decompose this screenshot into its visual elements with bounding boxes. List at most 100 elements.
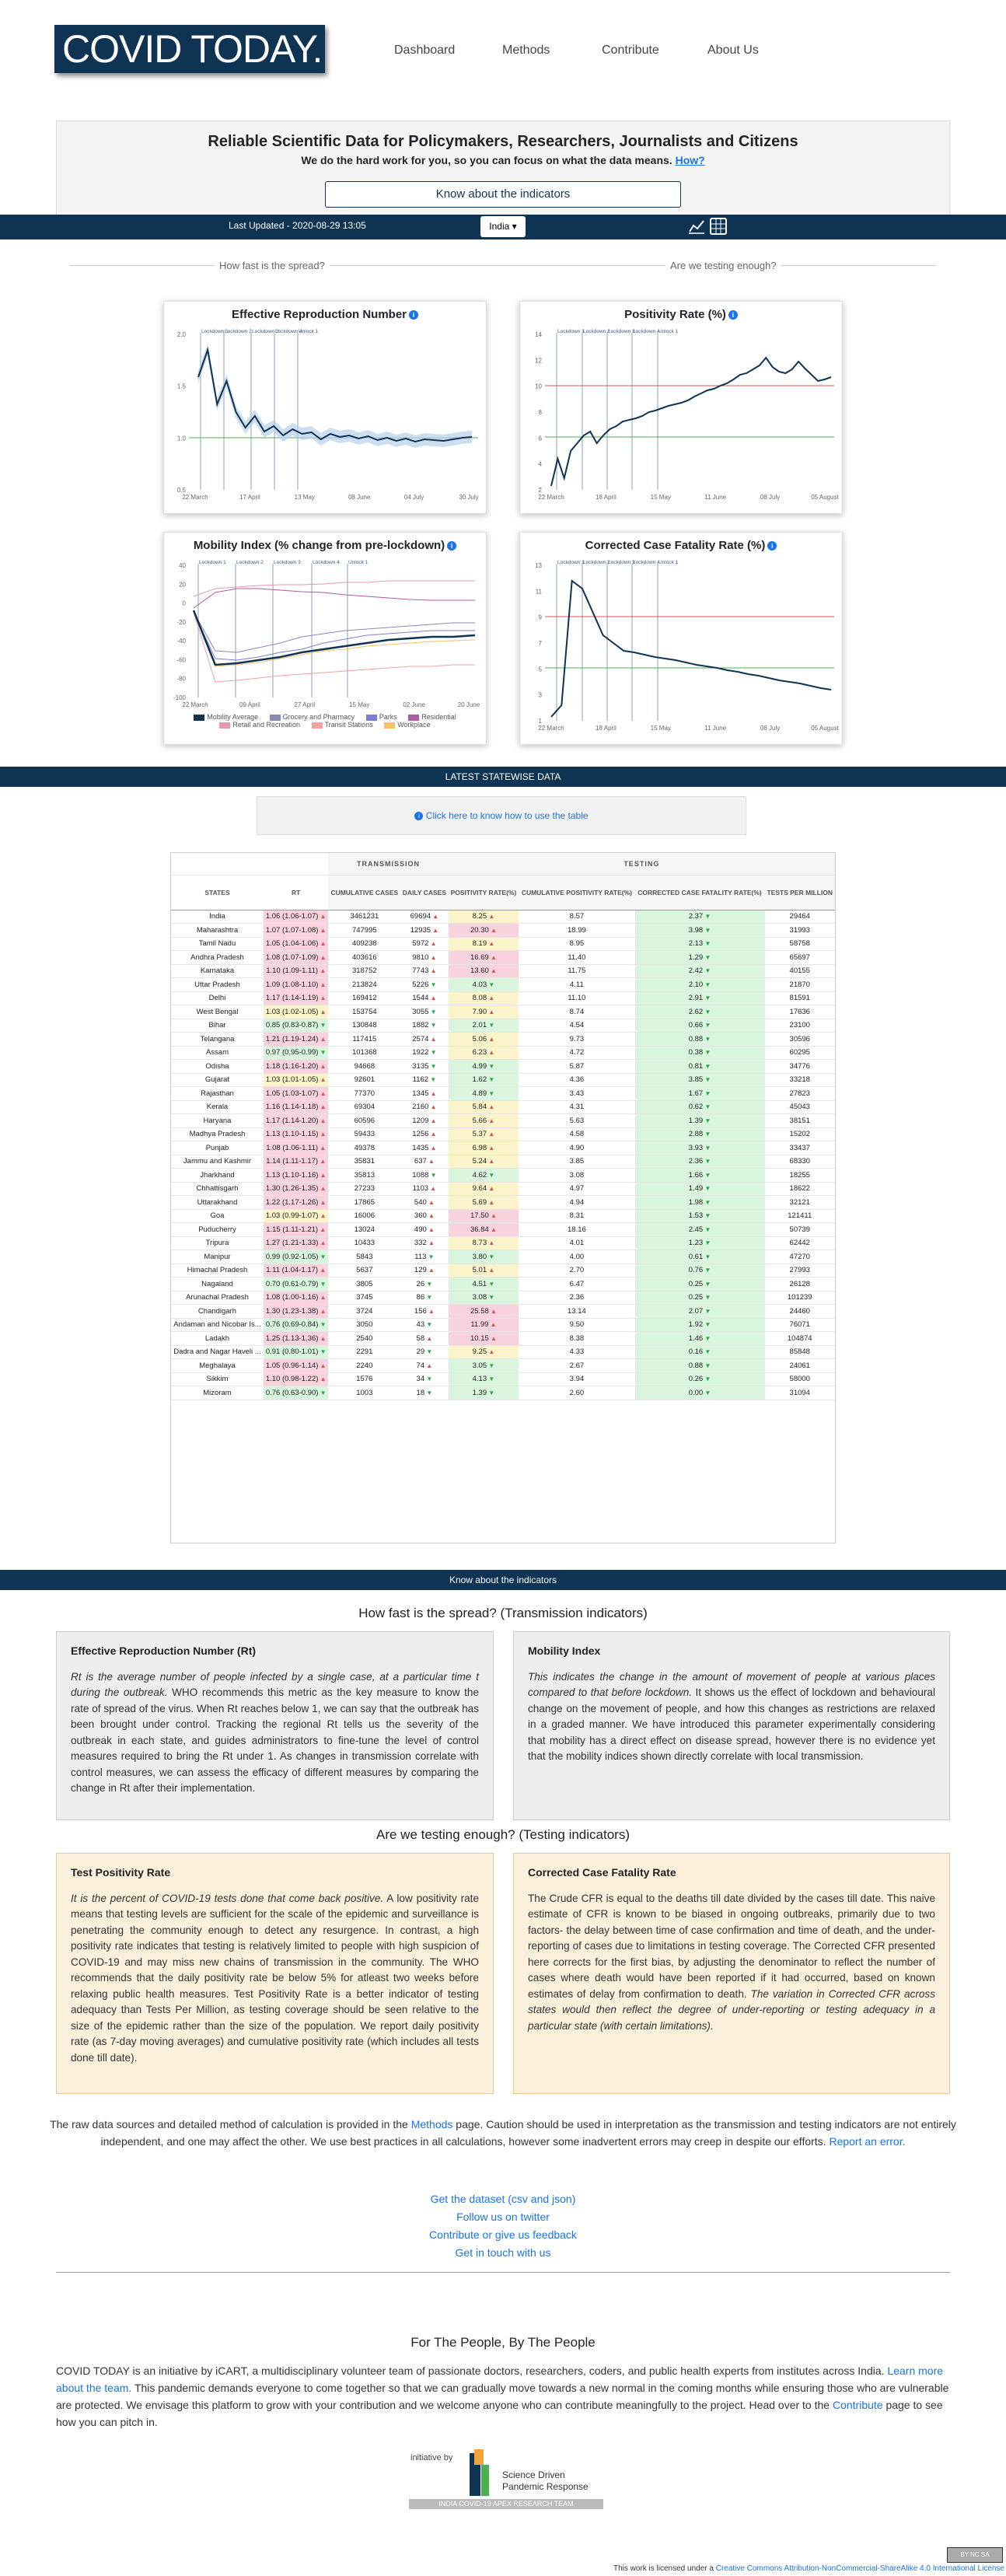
region-select[interactable]: India ▾ [480, 216, 526, 237]
table-row[interactable]: Gujarat 1.03 (1.01-1.05) ▲ 92601 1162 ▼ 1.62… [171, 1073, 835, 1087]
column-header[interactable]: CUMULATIVE CASES [328, 875, 401, 911]
table-row[interactable]: Chandigarh 1.30 (1.23-1.38) ▲ 3724 156 ▲ 25.… [171, 1304, 835, 1319]
table-row[interactable]: Rajasthan 1.05 (1.03-1.07) ▲ 77370 1345 ▲ 4.… [171, 1086, 835, 1101]
x-tick-label: 04 July [404, 494, 424, 501]
table-row[interactable]: Kerala 1.16 (1.14-1.18) ▲ 69304 2160 ▲ 5.84 … [171, 1100, 835, 1114]
nav-contribute[interactable]: Contribute [602, 44, 659, 57]
table-help-link[interactable]: i Click here to know how to use the tabl… [414, 810, 589, 821]
table-row[interactable]: Haryana 1.17 (1.14-1.20) ▲ 60596 1209 ▲ 5.66… [171, 1113, 835, 1128]
table-row[interactable]: Himachal Pradesh 1.11 (1.04-1.17) ▲ 5637 12… [171, 1264, 835, 1278]
how-link[interactable]: How? [675, 154, 705, 166]
nav-about-us[interactable]: About Us [707, 44, 759, 57]
license-link[interactable]: Creative Commons Attribution-NonCommerci… [715, 2564, 1004, 2573]
chart-view-icon[interactable] [688, 218, 705, 235]
legend-item[interactable]: Transit Stations [311, 721, 373, 729]
table-row[interactable]: Uttar Pradesh 1.09 (1.08-1.10) ▲ 213824 522… [171, 977, 835, 992]
nav-methods[interactable]: Methods [502, 44, 550, 57]
table-row[interactable]: Nagaland 0.70 (0.61-0.79) ▼ 3805 26 ▼ 4.51 ▼… [171, 1277, 835, 1291]
table-row[interactable]: Manipur 0.99 (0.92-1.05) ▼ 5843 113 ▼ 3.80 ▼… [171, 1250, 835, 1264]
contribute-link[interactable]: Contribute [832, 2399, 883, 2411]
info-icon[interactable]: i [728, 310, 738, 320]
table-row[interactable]: Telangana 1.21 (1.19-1.24) ▲ 117415 2574 ▲ 5… [171, 1032, 835, 1047]
column-header[interactable]: CORRECTED CASE FATALITY RATE(%) [634, 875, 765, 911]
dataset-link[interactable]: Get the dataset (csv and json) [430, 2193, 576, 2205]
table-row[interactable]: Maharashtra 1.07 (1.07-1.08) ▲ 747995 12935… [171, 923, 835, 938]
daily-cases: 18 ▼ [400, 1386, 449, 1400]
rt-cell: 1.03 (0.99-1.07) ▲ [263, 1209, 329, 1223]
report-error-link[interactable]: Report an error. [829, 2135, 906, 2148]
daily-cases: 129 ▲ [400, 1264, 449, 1278]
table-row[interactable]: Madhya Pradesh 1.13 (1.10-1.15) ▲ 59433 125… [171, 1127, 835, 1141]
contact-link[interactable]: Get in touch with us [455, 2246, 551, 2259]
table-row[interactable]: Andaman and Nicobar Is... 0.76 (0.69-0.84… [171, 1318, 835, 1332]
methods-link[interactable]: Methods [410, 2118, 453, 2130]
feedback-link[interactable]: Contribute or give us feedback [429, 2228, 577, 2241]
cc-license-badge[interactable]: BY NC SA [947, 2547, 1003, 2563]
x-tick-label: 30 July [459, 494, 478, 501]
column-header[interactable]: RT [263, 875, 329, 911]
table-row[interactable]: India 1.06 (1.06-1.07) ▲ 3461231 69694 ▲ 8.2… [171, 910, 835, 924]
y-tick-label: 1 [539, 718, 543, 725]
table-row[interactable]: Sikkim 1.10 (0.98-1.22) ▲ 1576 34 ▼ 4.13 ▼ 3.… [171, 1372, 835, 1386]
cfr-info-title: Corrected Case Fatality Rate [528, 1866, 676, 1879]
column-header[interactable]: POSITIVITY RATE(%) [448, 875, 519, 911]
table-row[interactable]: Jammu and Kashmir 1.14 (1.11-1.17) ▲ 35831… [171, 1155, 835, 1169]
twitter-link[interactable]: Follow us on twitter [456, 2211, 550, 2223]
table-row[interactable]: West Bengal 1.03 (1.02-1.05) ▲ 153754 3055 … [171, 1005, 835, 1019]
cumulative-cases: 101368 [328, 1046, 401, 1060]
table-view-icon[interactable] [710, 218, 727, 235]
table-row[interactable]: Tripura 1.27 (1.21-1.33) ▲ 10433 332 ▲ 8.73 … [171, 1236, 835, 1250]
table-row[interactable]: Chhattisgarh 1.30 (1.26-1.35) ▲ 27233 1103 … [171, 1182, 835, 1196]
table-row[interactable]: Karnataka 1.10 (1.09-1.11) ▲ 318752 7743 ▲ 1… [171, 964, 835, 978]
legend-item[interactable]: Parks [365, 713, 397, 721]
info-icon[interactable]: i [767, 541, 777, 551]
table-row[interactable]: Bihar 0.85 (0.83-0.87) ▼ 130848 1882 ▼ 2.01 … [171, 1019, 835, 1033]
table-row[interactable]: Puducherry 1.15 (1.11-1.21) ▲ 13024 490 ▲ 36… [171, 1222, 835, 1237]
brand-logo[interactable]: COVID TODAY. [54, 25, 325, 73]
legend-item[interactable]: Mobility Average [194, 713, 258, 721]
info-icon[interactable]: i [447, 541, 457, 551]
corrected-cfr: 1.92 ▼ [634, 1318, 765, 1332]
table-row[interactable]: Assam 0.97 (0.95-0.99) ▼ 101368 1922 ▼ 6.23 … [171, 1046, 835, 1060]
table-row[interactable]: Mizoram 0.76 (0.63-0.90) ▼ 1003 18 ▼ 1.39 ▼ 2… [171, 1386, 835, 1400]
know-indicators-button[interactable]: Know about the indicators [325, 181, 681, 208]
table-row[interactable]: Punjab 1.08 (1.06-1.11) ▲ 49378 1435 ▲ 6.98 … [171, 1141, 835, 1155]
legend-item[interactable]: Residential [408, 713, 456, 721]
column-header[interactable]: TESTS PER MILLION [764, 875, 835, 911]
table-row[interactable]: Meghalaya 1.05 (0.96-1.14) ▲ 2240 74 ▲ 3.05 … [171, 1358, 835, 1373]
icart-logo[interactable]: initiative by iCART Science Driven Pande… [409, 2449, 603, 2511]
column-header[interactable]: DAILY CASES [400, 875, 449, 911]
legend-item[interactable]: Workplace [384, 721, 431, 729]
tests-per-million: 33218 [764, 1073, 835, 1087]
legend-item[interactable]: Grocery and Pharmacy [269, 713, 355, 721]
table-row[interactable]: Delhi 1.17 (1.14-1.19) ▲ 169412 1544 ▲ 8.08 … [171, 991, 835, 1005]
daily-cases: 1544 ▲ [400, 991, 449, 1005]
x-tick-label: 18 April [596, 725, 617, 732]
table-row[interactable]: Ladakh 1.25 (1.13-1.36) ▲ 2540 58 ▲ 10.15 ▲ 8… [171, 1331, 835, 1346]
nav-dashboard[interactable]: Dashboard [394, 44, 456, 57]
table-row[interactable]: Uttarakhand 1.22 (1.17-1.26) ▲ 17865 540 ▲ 5… [171, 1195, 835, 1210]
table-row[interactable]: Arunachal Pradesh 1.08 (1.00-1.16) ▲ 3745 8… [171, 1291, 835, 1305]
column-header[interactable]: STATES [171, 875, 264, 911]
cumulative-positivity-rate: 2.70 [519, 1264, 635, 1278]
rt-cell: 0.85 (0.83-0.87) ▼ [263, 1019, 329, 1033]
table-row[interactable]: Tamil Nadu 1.05 (1.04-1.06) ▲ 409238 5972 ▲… [171, 937, 835, 951]
table-row[interactable]: Odisha 1.18 (1.16-1.20) ▲ 94668 3135 ▼ 4.99 … [171, 1059, 835, 1074]
table-row[interactable]: Jharkhand 1.13 (1.10-1.16) ▲ 35813 1088 ▼ 4.… [171, 1168, 835, 1183]
daily-cases: 7743 ▲ [400, 964, 449, 978]
info-icon[interactable]: i [409, 310, 419, 320]
learn-team-link[interactable]: Learn more about the team. [56, 2365, 944, 2394]
cumulative-positivity-rate: 4.36 [519, 1073, 635, 1087]
rt-cell: 1.08 (1.00-1.16) ▲ [263, 1291, 329, 1305]
lockdown-label: Lockdown 3 [252, 329, 279, 334]
table-row[interactable]: Andhra Pradesh 1.08 (1.07-1.09) ▲ 403616 98… [171, 950, 835, 965]
rt-cell: 1.10 (1.09-1.11) ▲ [263, 964, 329, 978]
state-name: Bihar [171, 1019, 264, 1033]
cumulative-positivity-rate: 3.43 [519, 1086, 635, 1101]
cfr-info-box: Corrected Case Fatality Rate The Crude C… [513, 1853, 950, 2094]
table-row[interactable]: Goa 1.03 (0.99-1.07) ▲ 16006 360 ▲ 17.50 ▲ 8.… [171, 1209, 835, 1223]
legend-item[interactable]: Retail and Recreation [219, 721, 300, 729]
daily-cases: 1435 ▲ [400, 1141, 449, 1155]
table-row[interactable]: Dadra and Nagar Haveli ... 0.91 (0.80-1.0… [171, 1345, 835, 1359]
column-header[interactable]: CUMULATIVE POSITIVITY RATE(%) [519, 875, 635, 911]
